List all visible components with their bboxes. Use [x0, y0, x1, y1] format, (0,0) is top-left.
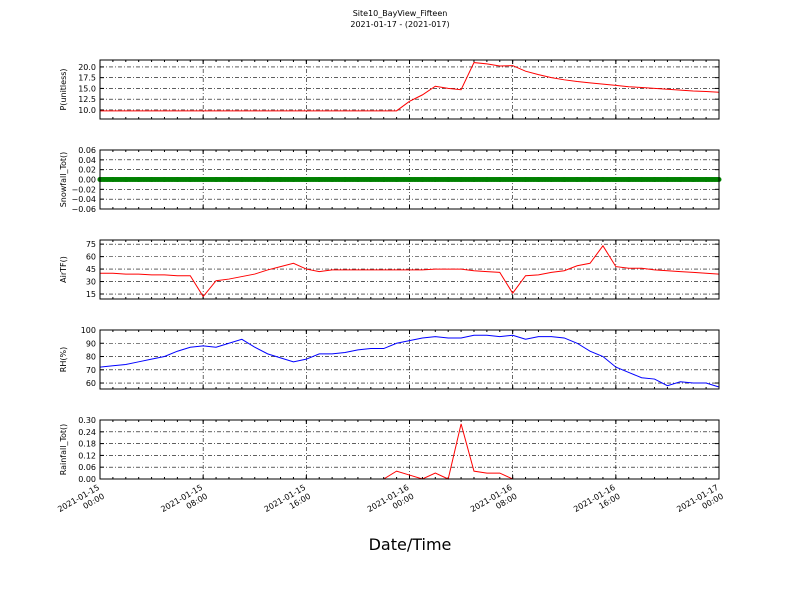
subplot: 10.0 12.5 15.017.5 20.0 P(unitless): [59, 59, 720, 120]
subplot: −0.06−0.04−0.020.000.020.040.06 Snowfall_…: [59, 146, 722, 214]
y-tick-label: 100: [81, 326, 96, 335]
y-tick-label: 30: [86, 278, 96, 287]
figure-title: Site10_BayView_Fifteen: [353, 9, 448, 18]
x-tick-label: 2021-01-1608:00: [469, 483, 519, 523]
axes-frame: [99, 419, 720, 480]
y-tick-label: 60: [86, 379, 96, 388]
y-axis-label: RH(%): [59, 347, 68, 372]
x-tick-label: 2021-01-1600:00: [366, 483, 416, 523]
x-tick-label: 2021-01-1700:00: [675, 483, 725, 523]
y-tick-label: 15.0: [78, 84, 96, 93]
y-tick-label: 0.02: [78, 166, 96, 175]
data-line: [100, 62, 720, 112]
axes-frame: [99, 329, 720, 390]
y-tick-label: −0.04: [71, 195, 96, 204]
x-axis-label: Date/Time: [369, 535, 452, 554]
y-axis-label: Snowfall_Tot(): [59, 152, 68, 208]
data-line: [100, 244, 720, 298]
axes-frame: [99, 149, 720, 210]
y-tick-label: 12.5: [78, 95, 96, 104]
subplot: 15 30 45 60 75 AirTF(): [59, 239, 720, 300]
y-axis-label: AirTF(): [59, 256, 68, 283]
y-tick-label: 0.04: [78, 156, 96, 165]
y-tick-label: 0.18: [78, 440, 96, 449]
y-tick-label: −0.06: [71, 205, 96, 214]
figure-subtitle: 2021-01-17 - (2021-017): [350, 20, 449, 29]
y-tick-label: 0.06: [78, 463, 96, 472]
y-tick-label: 17.5: [78, 74, 96, 83]
axes-frame: [99, 239, 720, 300]
y-tick-label: 45: [86, 265, 96, 274]
subplot: 2021-01-1500:00 2021-01-1508:00 2021-01-15…: [56, 416, 725, 523]
x-tick-label: 2021-01-1516:00: [263, 483, 313, 523]
y-tick-label: 75: [86, 240, 96, 249]
y-tick-label: 60: [86, 253, 96, 262]
y-tick-label: 20.0: [78, 63, 96, 72]
y-tick-label: 0.12: [78, 451, 96, 460]
y-tick-label: 0.24: [78, 428, 96, 437]
y-tick-label: 70: [86, 366, 96, 375]
x-tick-label: 2021-01-1616:00: [572, 483, 622, 523]
y-tick-label: 90: [86, 339, 96, 348]
y-tick-label: 0.00: [78, 475, 96, 484]
y-tick-label: 10.0: [78, 106, 96, 115]
subplot: 60 70 80 90 100 RH(%): [59, 326, 720, 390]
x-tick-label: 2021-01-1500:00: [56, 483, 106, 523]
y-tick-label: 80: [86, 353, 96, 362]
axes-frame: [99, 59, 720, 120]
y-tick-label: 15: [86, 290, 96, 299]
x-tick-label: 2021-01-1508:00: [159, 483, 209, 523]
y-tick-label: −0.02: [71, 185, 96, 194]
y-tick-label: 0.30: [78, 416, 96, 425]
y-axis-label: Rainfall_Tot(): [59, 424, 68, 476]
y-tick-label: 0.06: [78, 146, 96, 155]
data-line: [99, 334, 720, 388]
y-tick-label: 0.00: [78, 176, 96, 185]
y-axis-label: P(unitless): [59, 68, 68, 110]
